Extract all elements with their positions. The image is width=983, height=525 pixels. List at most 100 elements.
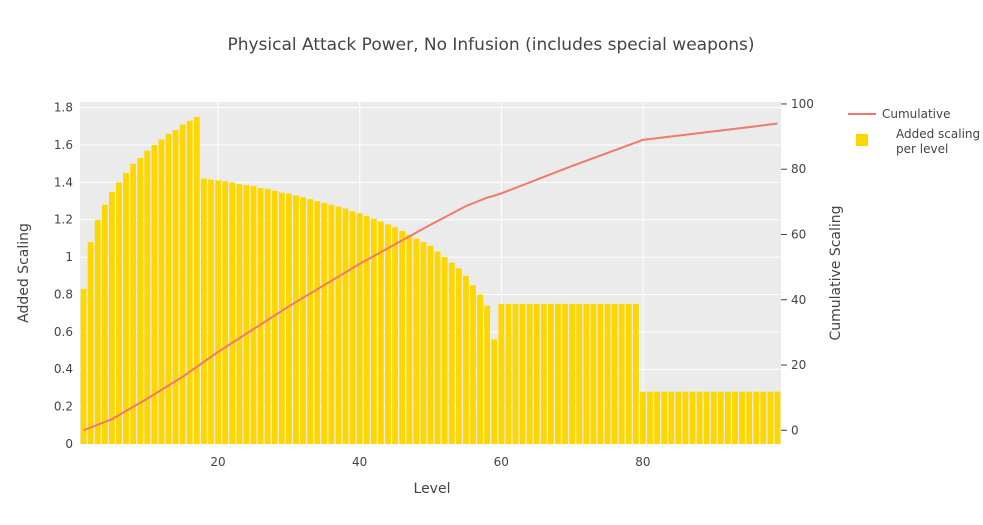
bar bbox=[696, 391, 703, 444]
y-tick-label: 0.2 bbox=[54, 400, 73, 414]
bar bbox=[257, 187, 264, 444]
bar bbox=[555, 303, 561, 444]
bar bbox=[363, 216, 370, 444]
y-tick-label: 1.4 bbox=[54, 175, 73, 189]
bar bbox=[229, 182, 236, 444]
bar bbox=[293, 195, 299, 444]
bar bbox=[158, 139, 165, 444]
bar bbox=[201, 178, 207, 444]
y-axis-title: Added Scaling bbox=[16, 223, 32, 323]
bar bbox=[604, 303, 611, 444]
bar bbox=[562, 303, 568, 444]
bar bbox=[264, 188, 271, 444]
y-tick-label: 1.6 bbox=[54, 138, 73, 152]
bar bbox=[583, 303, 590, 444]
bar bbox=[484, 305, 491, 444]
bar bbox=[498, 303, 505, 444]
legend-label-added-scaling-line2: per level bbox=[896, 142, 948, 156]
bar bbox=[392, 227, 398, 444]
bar bbox=[427, 245, 434, 444]
bar bbox=[526, 303, 533, 444]
bar bbox=[406, 234, 413, 444]
bar bbox=[654, 391, 660, 444]
bar bbox=[215, 180, 221, 444]
bar bbox=[186, 120, 193, 444]
x-tick-label: 40 bbox=[352, 455, 367, 469]
legend-label-cumulative: Cumulative bbox=[882, 107, 951, 121]
x-axis-ticks: 20 40 60 80 bbox=[210, 455, 650, 469]
bar bbox=[533, 303, 540, 444]
y2-tick-label: 20 bbox=[791, 358, 806, 372]
bar bbox=[385, 224, 391, 444]
bar bbox=[108, 191, 115, 444]
bar bbox=[80, 288, 87, 444]
bar bbox=[689, 391, 696, 444]
legend-item-cumulative[interactable]: Cumulative bbox=[848, 107, 951, 121]
bar bbox=[222, 181, 229, 445]
bar bbox=[547, 303, 554, 444]
bar bbox=[632, 303, 639, 444]
bar bbox=[597, 303, 604, 444]
bar bbox=[611, 303, 618, 444]
bar bbox=[413, 238, 420, 444]
bar bbox=[590, 303, 597, 444]
bar bbox=[236, 184, 243, 445]
bar bbox=[208, 179, 214, 444]
y-tick-label: 0.6 bbox=[54, 325, 73, 339]
bar bbox=[774, 391, 781, 444]
bar bbox=[441, 257, 448, 444]
y-tick-label: 1.8 bbox=[54, 101, 73, 115]
legend-item-added-scaling[interactable]: Added scaling per level bbox=[856, 127, 980, 156]
bar bbox=[250, 186, 257, 444]
bar bbox=[101, 204, 108, 444]
legend-bar-swatch bbox=[856, 134, 868, 146]
y2-tick-label: 40 bbox=[791, 293, 806, 307]
bar bbox=[378, 221, 384, 444]
bar bbox=[328, 204, 335, 444]
y2-axis-ticks: 0 20 40 60 80 100 bbox=[781, 97, 814, 437]
bar bbox=[137, 158, 144, 445]
x-tick-label: 60 bbox=[494, 455, 509, 469]
y-axis-ticks: 0 0.2 0.4 0.6 0.8 1 1.2 1.4 1.6 1.8 bbox=[54, 101, 73, 451]
x-tick-label: 80 bbox=[635, 455, 650, 469]
bar-series bbox=[80, 116, 781, 445]
bar bbox=[285, 193, 292, 444]
bar bbox=[540, 303, 547, 444]
bar bbox=[519, 303, 526, 444]
bar bbox=[335, 206, 342, 444]
bar bbox=[576, 303, 583, 444]
bar bbox=[399, 230, 406, 444]
y-tick-label: 0.8 bbox=[54, 287, 73, 301]
bar bbox=[455, 268, 462, 444]
y2-tick-label: 80 bbox=[791, 162, 806, 176]
bar bbox=[767, 391, 774, 444]
legend[interactable]: Cumulative Added scaling per level bbox=[848, 107, 980, 156]
bar bbox=[463, 275, 469, 444]
bar bbox=[179, 124, 186, 444]
bar bbox=[172, 130, 179, 445]
bar bbox=[130, 163, 137, 445]
bar bbox=[342, 208, 349, 444]
chart-title: Physical Attack Power, No Infusion (incl… bbox=[227, 35, 754, 55]
bar bbox=[739, 391, 745, 444]
bar bbox=[165, 133, 172, 444]
bar bbox=[703, 391, 710, 444]
y2-tick-label: 0 bbox=[791, 423, 799, 437]
bar bbox=[717, 391, 724, 444]
bar bbox=[434, 251, 441, 444]
y-tick-label: 1 bbox=[65, 250, 73, 264]
bar bbox=[87, 242, 94, 444]
bar bbox=[682, 391, 689, 444]
bar bbox=[640, 391, 646, 444]
y2-tick-label: 100 bbox=[791, 97, 814, 111]
bar bbox=[710, 391, 717, 444]
legend-label-added-scaling-line1: Added scaling bbox=[896, 127, 980, 141]
bar bbox=[448, 262, 455, 444]
bar bbox=[625, 303, 632, 444]
bar bbox=[243, 185, 250, 444]
cumulative-line bbox=[83, 122, 778, 432]
bar bbox=[491, 339, 498, 444]
bar bbox=[271, 190, 278, 444]
bar bbox=[746, 391, 753, 444]
y-tick-label: 0 bbox=[65, 437, 73, 451]
